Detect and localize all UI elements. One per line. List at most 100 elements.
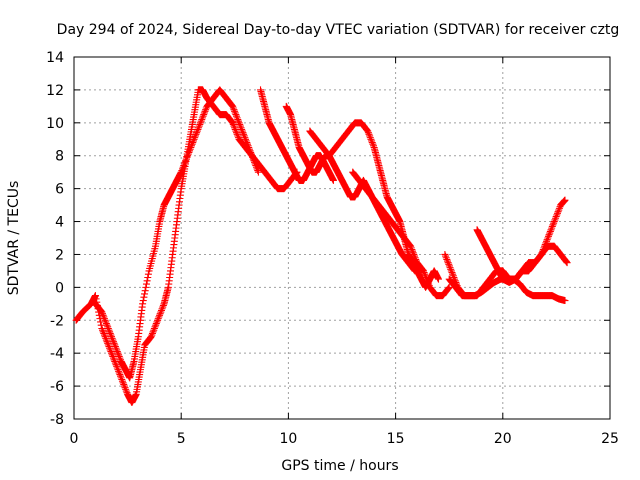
data-point — [541, 241, 549, 249]
data-point — [144, 273, 152, 281]
y-tick-label: 12 — [46, 83, 64, 99]
data-point — [364, 129, 372, 137]
data-point — [245, 145, 253, 153]
data-point — [407, 244, 415, 252]
data-point — [544, 232, 552, 240]
data-point — [231, 125, 239, 133]
data-point — [191, 132, 199, 140]
data-point — [561, 196, 569, 204]
data-point — [254, 168, 262, 176]
data-point — [442, 252, 450, 260]
data-point — [543, 236, 551, 244]
data-point — [114, 366, 122, 374]
data-point — [190, 135, 198, 143]
data-point — [151, 323, 159, 331]
y-tick-label: -4 — [50, 346, 64, 362]
data-point — [141, 287, 149, 295]
x-tick-labels: 0 5 10 15 20 25 — [70, 431, 619, 447]
data-point — [143, 277, 151, 285]
data-point — [99, 310, 107, 318]
data-point — [154, 315, 162, 323]
x-tick-label: 20 — [494, 431, 512, 447]
data-point — [547, 226, 555, 234]
data-point — [108, 351, 116, 359]
data-point — [368, 139, 376, 147]
data-point — [113, 348, 121, 356]
data-point — [105, 326, 113, 334]
data-point — [553, 211, 561, 219]
data-point — [152, 320, 160, 328]
x-tick-label: 25 — [601, 431, 619, 447]
data-point — [424, 278, 432, 286]
data-point — [539, 246, 547, 254]
data-point — [544, 234, 552, 242]
data-point — [142, 283, 150, 291]
data-point — [233, 112, 241, 120]
data-point — [101, 333, 109, 341]
data-point — [242, 137, 250, 145]
data-point — [109, 352, 117, 360]
data-point — [449, 270, 457, 278]
data-point — [421, 272, 429, 280]
data-point — [254, 167, 262, 175]
data-point — [108, 349, 116, 357]
data-point — [449, 272, 457, 280]
data-point — [159, 303, 167, 311]
data-point — [101, 316, 109, 324]
data-point — [434, 275, 442, 283]
data-point — [548, 222, 556, 230]
data-point — [182, 157, 190, 165]
data-point — [408, 246, 416, 254]
data-point — [111, 359, 119, 367]
data-point — [149, 328, 157, 336]
data-point — [250, 157, 258, 165]
data-point — [554, 208, 562, 216]
data-point — [229, 119, 237, 127]
data-point — [180, 160, 188, 168]
data-point — [561, 297, 569, 305]
data-point — [442, 254, 450, 262]
data-point — [155, 313, 163, 321]
x-tick-label: 15 — [387, 431, 405, 447]
data-point — [113, 362, 121, 370]
data-point — [152, 321, 160, 329]
data-point — [407, 242, 415, 250]
data-point — [198, 114, 206, 122]
y-tick-label: -8 — [50, 412, 64, 428]
data-point — [191, 134, 199, 142]
data-point — [552, 213, 560, 221]
data-point — [107, 331, 115, 339]
data-point — [445, 260, 453, 268]
data-point — [179, 163, 187, 171]
data-point — [115, 369, 123, 377]
data-point — [189, 139, 197, 147]
data-point — [193, 129, 201, 137]
data-point — [423, 277, 431, 285]
data-point — [108, 333, 116, 341]
data-point — [117, 374, 125, 382]
data-point — [423, 275, 431, 283]
data-point — [234, 132, 242, 140]
data-point — [367, 135, 375, 143]
data-point — [541, 242, 549, 250]
data-point — [99, 328, 107, 336]
data-point — [104, 339, 112, 347]
data-point — [231, 107, 239, 115]
data-point — [148, 329, 156, 337]
data-point — [538, 249, 546, 257]
data-point — [446, 264, 454, 272]
data-point — [159, 301, 167, 309]
data-point — [200, 111, 208, 119]
data-point — [156, 310, 164, 318]
data-point — [181, 158, 189, 166]
data-point — [121, 384, 129, 392]
data-point — [139, 297, 147, 305]
y-tick-label: 6 — [55, 182, 64, 198]
data-point — [234, 116, 242, 124]
data-point — [443, 257, 451, 265]
data-point — [240, 132, 248, 140]
data-point — [243, 139, 251, 147]
data-point — [194, 125, 202, 133]
plot-frame — [73, 56, 611, 420]
data-point — [233, 130, 241, 138]
